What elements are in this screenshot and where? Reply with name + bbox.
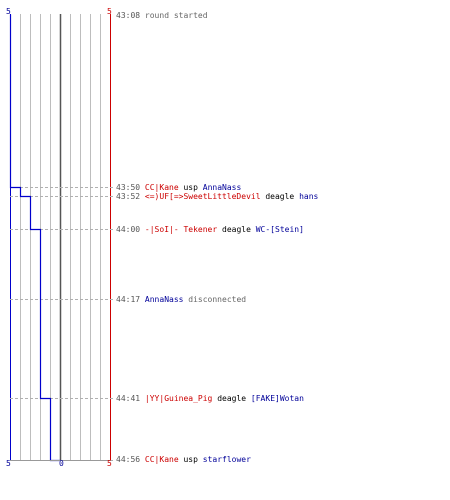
event-time: 43:52 xyxy=(116,192,141,201)
scale-bottom-left: 5 xyxy=(6,459,11,468)
event-victim: hans xyxy=(299,192,319,201)
event-time: 43:08 xyxy=(116,11,141,20)
event-info-text: round started xyxy=(144,11,208,20)
event-weapon: deagle xyxy=(222,225,251,234)
event-row: 43:52 <=)UF[=>SweetLittleDevil deagle ha… xyxy=(116,192,318,202)
event-player: AnnaNass xyxy=(144,295,184,304)
event-victim: starflower xyxy=(202,455,251,464)
event-time: 43:50 xyxy=(116,183,141,192)
event-time: 44:41 xyxy=(116,394,141,403)
event-killer: |YY|Guinea_Pig xyxy=(144,394,213,403)
event-time: 44:17 xyxy=(116,295,141,304)
event-killer: <=)UF[=>SweetLittleDevil xyxy=(144,192,261,201)
event-row: 44:56 CC|Kane usp starflower xyxy=(116,455,251,465)
event-time: 44:00 xyxy=(116,225,141,234)
scale-bottom-center: 0 xyxy=(59,459,64,468)
scale-top-right: 5 xyxy=(107,7,112,16)
event-row: 43:08 round started xyxy=(116,11,208,21)
scale-top-left: 5 xyxy=(6,7,11,16)
event-time: 44:56 xyxy=(116,455,141,464)
blue-team-alive-line xyxy=(9,14,61,462)
event-victim: AnnaNass xyxy=(202,183,242,192)
event-victim: WC-[Stein] xyxy=(255,225,304,234)
event-victim: [FAKE]Wotan xyxy=(250,394,304,403)
event-row: 44:41 |YY|Guinea_Pig deagle [FAKE]Wotan xyxy=(116,394,304,404)
event-weapon: deagle xyxy=(265,192,295,201)
event-killer: CC|Kane xyxy=(144,183,179,192)
event-info-text: disconnected xyxy=(188,295,247,304)
event-weapon: usp xyxy=(183,183,198,192)
event-weapon: usp xyxy=(183,455,198,464)
event-killer: CC|Kane xyxy=(144,455,179,464)
event-row: 43:50 CC|Kane usp AnnaNass xyxy=(116,183,241,193)
event-row: 44:17 AnnaNass disconnected xyxy=(116,295,246,305)
event-row: 44:00 -|SoI|- Tekener deagle WC-[Stein] xyxy=(116,225,304,235)
event-killer: -|SoI|- Tekener xyxy=(144,225,218,234)
scale-bottom-right: 5 xyxy=(107,459,112,468)
event-weapon: deagle xyxy=(217,394,247,403)
